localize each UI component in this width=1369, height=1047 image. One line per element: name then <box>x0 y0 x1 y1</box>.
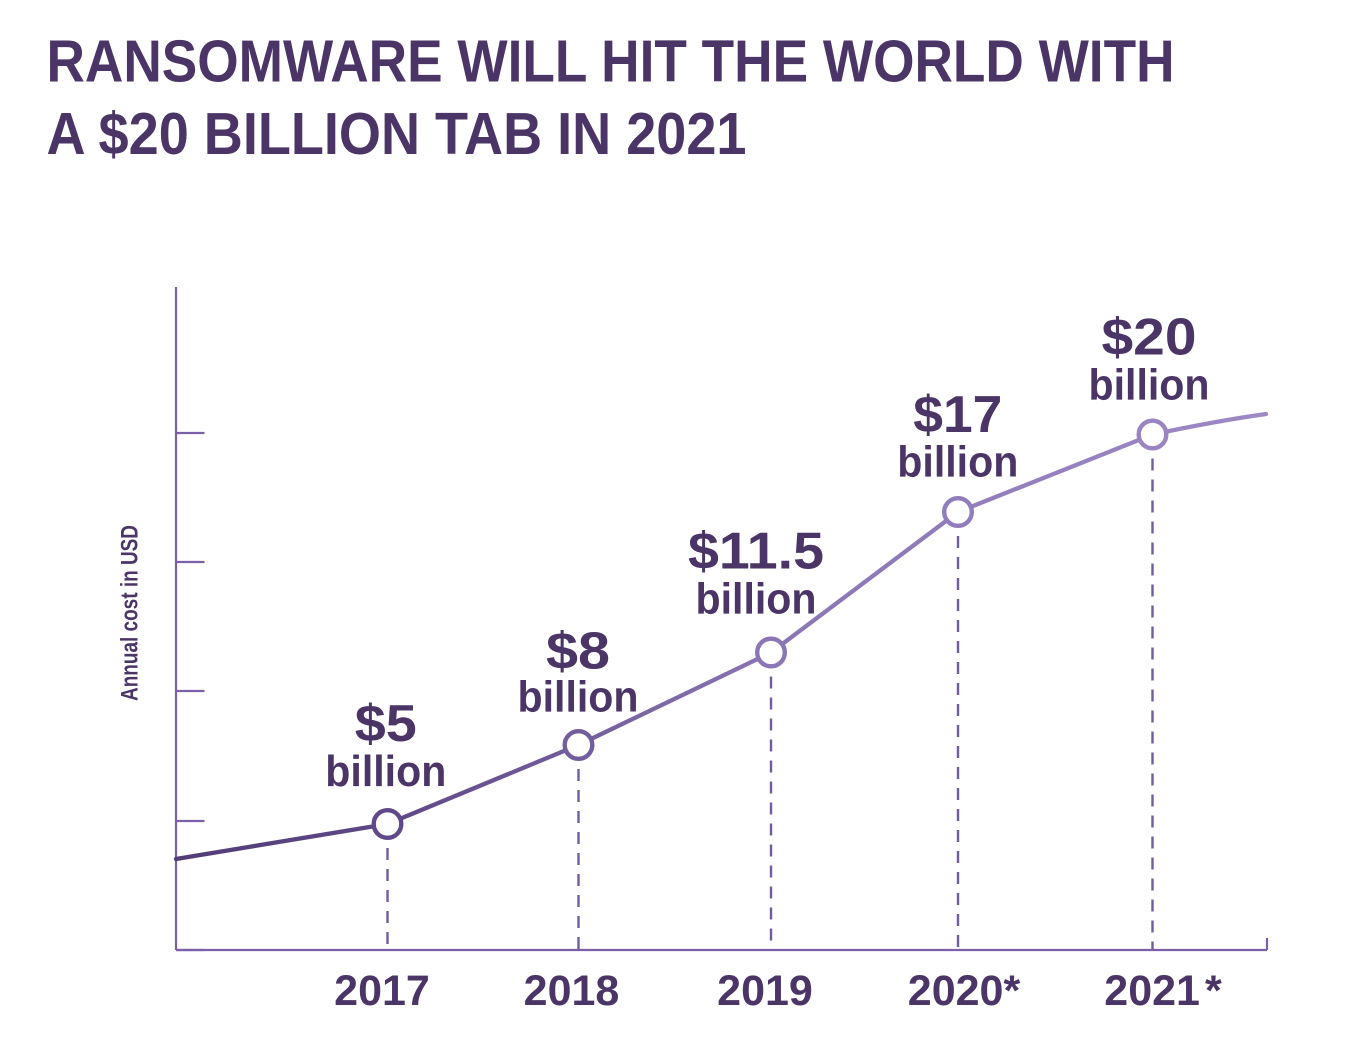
svg-text:$8: $8 <box>546 622 610 680</box>
svg-text:2020*: 2020* <box>908 967 1021 1015</box>
svg-text:Annual cost in USD: Annual cost in USD <box>117 525 144 701</box>
svg-text:A $20 BILLION TAB IN 2021: A $20 BILLION TAB IN 2021 <box>47 101 747 167</box>
svg-text:$5: $5 <box>355 695 417 753</box>
svg-text:billion: billion <box>897 437 1018 486</box>
svg-text:$20: $20 <box>1102 308 1197 366</box>
svg-text:2018: 2018 <box>524 967 620 1015</box>
svg-text:billion: billion <box>325 747 446 796</box>
svg-text:billion: billion <box>518 673 639 722</box>
svg-text:$17: $17 <box>913 386 1002 444</box>
svg-text:$11.5: $11.5 <box>688 522 824 580</box>
svg-text:RANSOMWARE WILL HIT THE WORLD: RANSOMWARE WILL HIT THE WORLD WITH <box>47 29 1175 95</box>
svg-text:2021*: 2021 * <box>1104 967 1222 1015</box>
svg-text:billion: billion <box>1089 361 1210 410</box>
svg-text:2019: 2019 <box>717 967 813 1015</box>
svg-text:2017: 2017 <box>334 967 430 1015</box>
svg-text:billion: billion <box>696 575 817 624</box>
